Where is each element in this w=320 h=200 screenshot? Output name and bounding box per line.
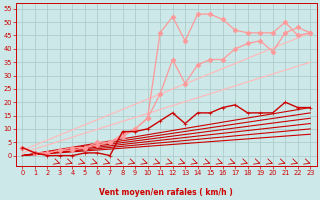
X-axis label: Vent moyen/en rafales ( km/h ): Vent moyen/en rafales ( km/h ) bbox=[100, 188, 233, 197]
